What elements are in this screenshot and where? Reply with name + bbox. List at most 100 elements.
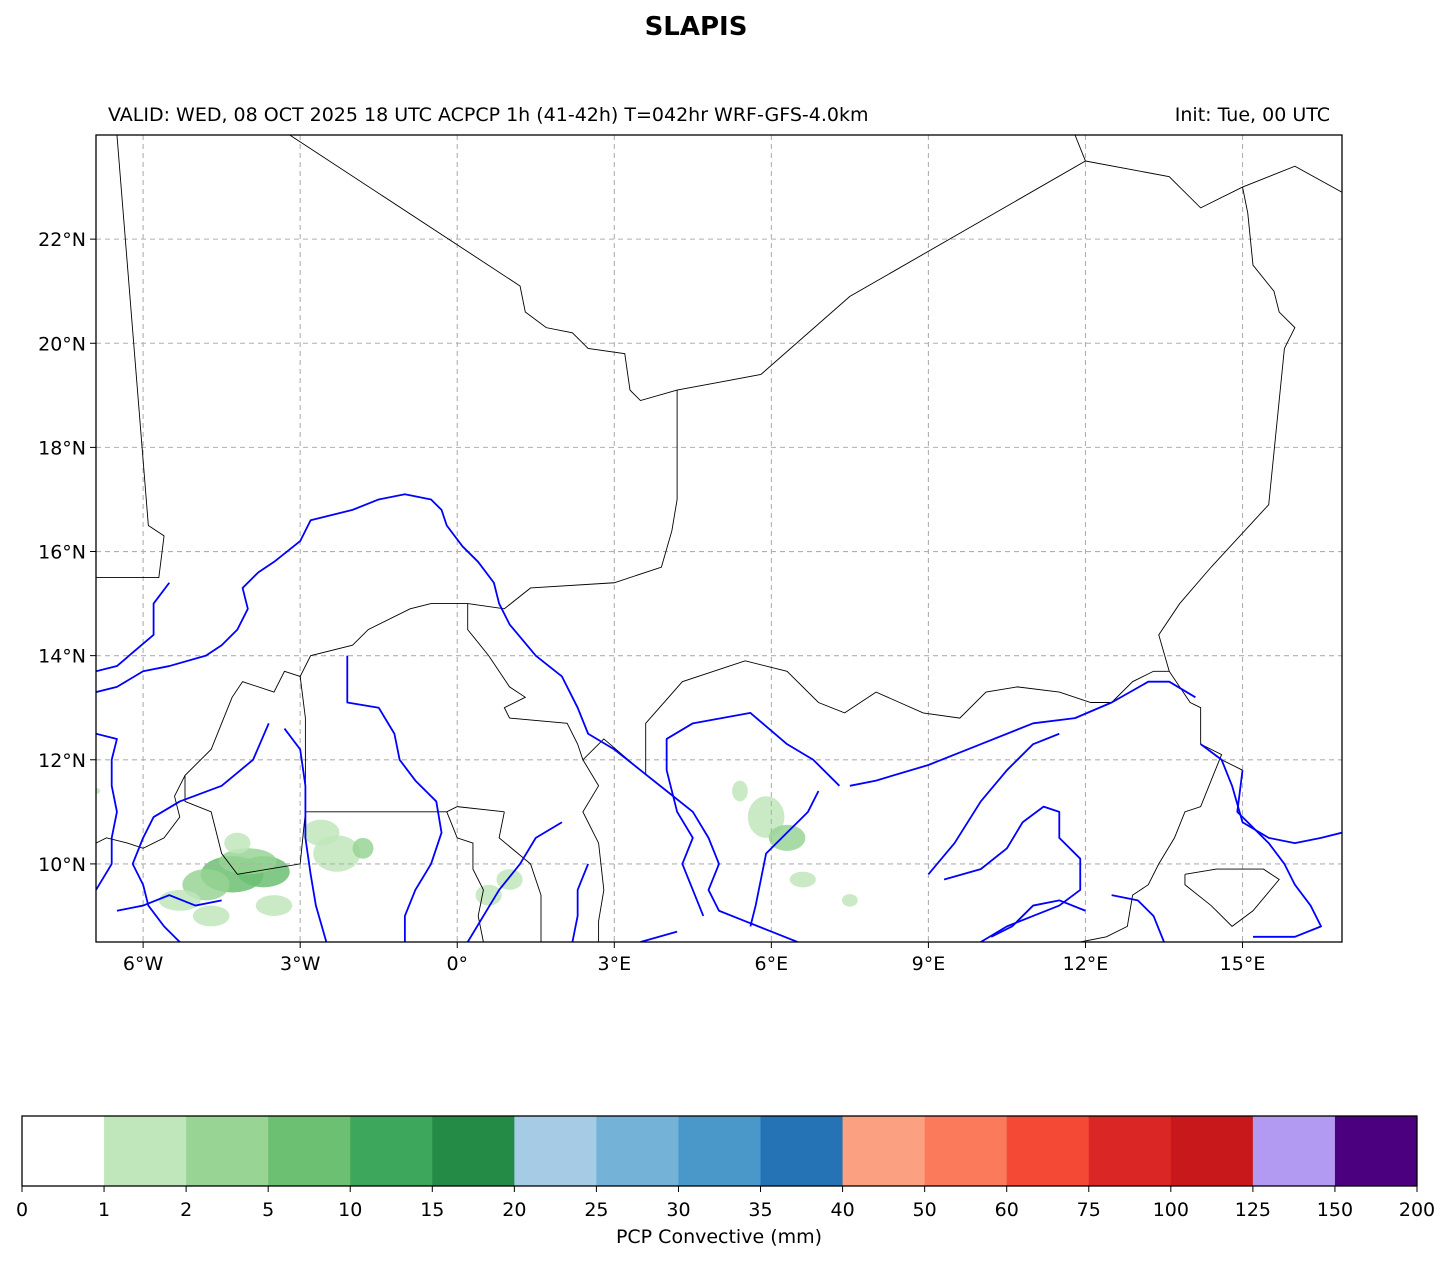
colorbar-swatch [350, 1116, 433, 1186]
colorbar-swatch [596, 1116, 679, 1186]
river [96, 582, 171, 673]
gridlines [96, 135, 1342, 942]
colorbar-tick-label: 25 [584, 1199, 608, 1221]
colorbar-tick-label: 0 [16, 1199, 28, 1221]
precip-cell [96, 787, 101, 795]
lon-tick-label: 6°W [123, 953, 164, 975]
country-borders [96, 135, 1342, 942]
precip-cell [768, 824, 806, 851]
colorbar-tick-label: 125 [1235, 1199, 1271, 1221]
colorbar-tick-label: 50 [913, 1199, 937, 1221]
latitude-ticks: 22°N 20°N 18°N 16°N 14°N 12°N 10°N [38, 229, 96, 876]
country-border [184, 676, 306, 875]
river [116, 894, 222, 912]
lon-tick-label: 9°E [912, 953, 946, 975]
river [990, 899, 1086, 938]
river [943, 805, 1082, 942]
lon-tick-label: 0° [446, 953, 468, 975]
map-frame [95, 134, 1343, 943]
colorbar-swatch [104, 1116, 187, 1186]
chart-title: SLAPIS [644, 12, 748, 42]
lon-tick-label: 12°E [1063, 953, 1109, 975]
lon-tick-label: 15°E [1220, 953, 1266, 975]
precip-cell [475, 884, 502, 906]
lon-tick-label: 3°W [280, 953, 321, 975]
river [96, 493, 798, 942]
lat-tick-label: 16°N [38, 542, 86, 564]
colorbar-swatch [268, 1116, 351, 1186]
country-border [289, 135, 1342, 402]
colorbar-tick-label: 15 [420, 1199, 444, 1221]
colorbar-swatch [842, 1116, 926, 1186]
colorbar-tick-label: 100 [1153, 1199, 1189, 1221]
colorbar-tick-label: 1 [98, 1199, 110, 1221]
river [1200, 743, 1342, 844]
country-border [582, 759, 605, 942]
lat-tick-label: 14°N [38, 646, 86, 668]
lon-tick-label: 3°E [597, 953, 631, 975]
longitude-ticks: 6°W 3°W 0° 3°E 6°E 9°E 12°E 15°E [123, 942, 1265, 975]
precip-cell [302, 819, 340, 846]
precip-cell [224, 832, 251, 854]
river [1236, 770, 1322, 938]
colorbar-swatch [678, 1116, 762, 1186]
river [1111, 894, 1165, 942]
river [346, 655, 443, 942]
country-border [467, 603, 641, 771]
colorbar-tick-label: 60 [995, 1199, 1019, 1221]
lat-tick-label: 20°N [38, 333, 86, 355]
colorbar-swatch [1334, 1116, 1418, 1186]
precip-cell [158, 889, 201, 911]
country-border [305, 806, 505, 813]
colorbar-tick-label: 30 [666, 1199, 690, 1221]
colorbar-label: PCP Convective (mm) [615, 1226, 823, 1248]
river [466, 821, 563, 942]
colorbar-tick-label: 20 [502, 1199, 526, 1221]
country-border [96, 390, 678, 849]
river [665, 712, 841, 917]
colorbar-swatch [432, 1116, 515, 1186]
precip-cell [352, 837, 374, 859]
river [927, 732, 1060, 875]
precip-cell [496, 869, 523, 890]
colorbar-swatch [760, 1116, 844, 1186]
colorbar-tick-label: 75 [1077, 1199, 1101, 1221]
colorbar-ticks: 0 1 2 5 10 15 20 25 30 35 40 50 60 75 100 125 150 200 [16, 1186, 1435, 1221]
precip-cell [789, 871, 816, 888]
colorbar-tick-label: 200 [1399, 1199, 1435, 1221]
colorbar-swatches [22, 1116, 1418, 1186]
precip-cell [219, 848, 277, 875]
colorbar-swatch [1088, 1116, 1172, 1186]
colorbar-swatch [22, 1116, 105, 1186]
precip-cell [732, 780, 748, 802]
colorbar-swatch [514, 1116, 597, 1186]
colorbar-tick-label: 2 [180, 1199, 192, 1221]
colorbar-tick-label: 150 [1317, 1199, 1353, 1221]
colorbar-swatch [1170, 1116, 1254, 1186]
colorbar-swatch [1252, 1116, 1336, 1186]
colorbar-tick-label: 5 [262, 1199, 274, 1221]
country-border [1184, 868, 1280, 927]
colorbar-swatch [924, 1116, 1008, 1186]
precip-cell [747, 796, 785, 838]
valid-time-subtitle: VALID: WED, 08 OCT 2025 18 UTC ACPCP 1h … [108, 104, 869, 126]
river [571, 863, 589, 942]
lat-tick-label: 10°N [38, 854, 86, 876]
river [283, 727, 328, 942]
map-panel: 6°W 3°W 0° 3°E 6°E 9°E 12°E 15°E 22°N 20°N 18°N 16… [38, 134, 1343, 975]
lat-tick-label: 12°N [38, 750, 86, 772]
rivers [96, 493, 1342, 942]
colorbar-swatch [1006, 1116, 1090, 1186]
colorbar-tick-label: 10 [338, 1199, 362, 1221]
init-time-subtitle: Init: Tue, 00 UTC [1174, 104, 1330, 126]
country-border [96, 135, 165, 578]
river [849, 680, 1196, 787]
lat-tick-label: 18°N [38, 437, 86, 459]
lat-tick-label: 22°N [38, 229, 86, 251]
river [131, 722, 270, 942]
river [749, 790, 820, 927]
river [96, 732, 118, 891]
country-border [1158, 186, 1296, 672]
precip-cell [842, 894, 858, 907]
lon-tick-label: 6°E [755, 953, 789, 975]
